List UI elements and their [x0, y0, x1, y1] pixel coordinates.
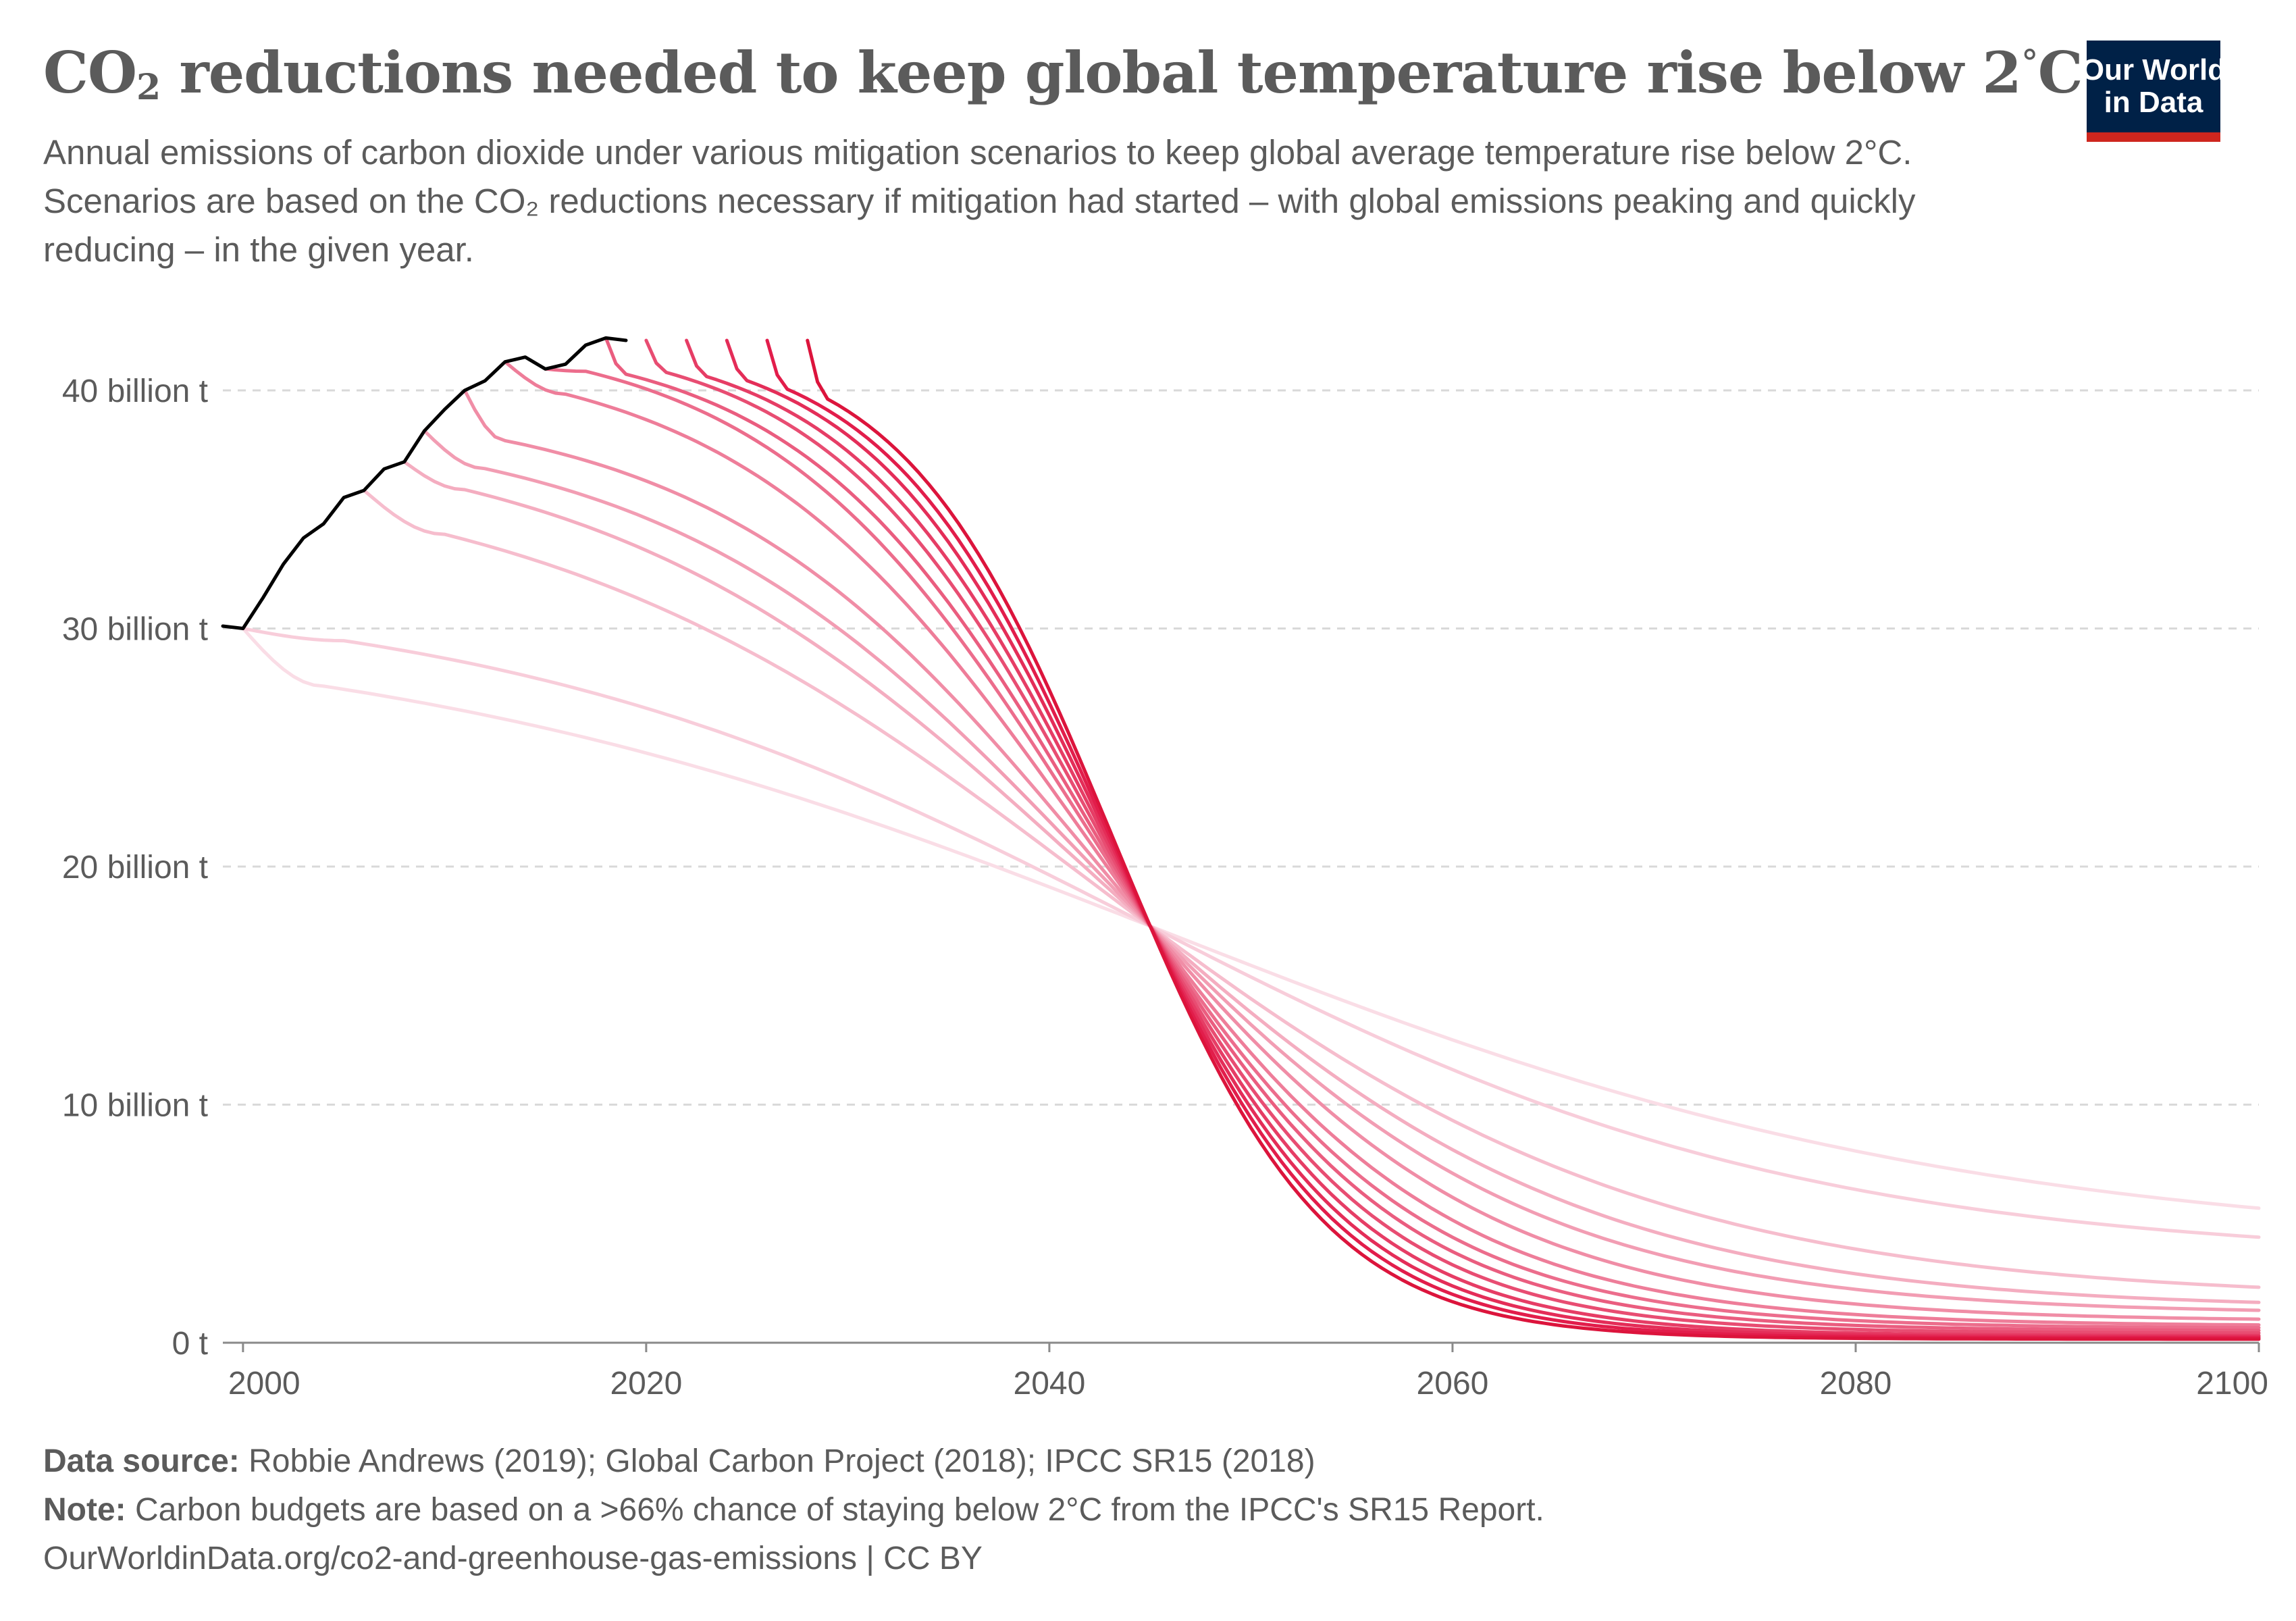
x-tick-label: 2060 [1417, 1366, 1489, 1401]
y-tick-label: 40 billion t [62, 374, 208, 409]
scenario-line-2009 [423, 429, 2261, 1312]
owid-logo[interactable]: Our World in Data [2081, 41, 2226, 142]
emissions-line-chart: 0 t 10 billion t 20 billion t 30 billion t 4… [62, 336, 2268, 1401]
data-source-text: Robbie Andrews (2019); Global Carbon Pro… [239, 1443, 1315, 1479]
x-tick-label: 2080 [1820, 1366, 1892, 1401]
data-source-line: Data source: Robbie Andrews (2019); Glob… [43, 1437, 1544, 1486]
historical-line [221, 336, 628, 630]
note-line: Note: Carbon budgets are based on a >66%… [43, 1486, 1544, 1535]
scenario-line-2015 [544, 367, 2261, 1330]
x-axis: 2000 2020 2040 2060 2080 2100 [223, 1341, 2268, 1401]
chart-title: CO2 reductions needed to keep global tem… [43, 39, 2083, 108]
y-tick-label: 30 billion t [62, 612, 208, 648]
chart-grid [223, 389, 2259, 1106]
data-source-label: Data source: [43, 1443, 240, 1479]
x-tick-label: 2040 [1014, 1366, 1086, 1401]
y-tick-label: 0 t [172, 1326, 208, 1362]
scenario-lines [241, 336, 2261, 1341]
scenario-line-2000 [241, 627, 2261, 1210]
scenario-line-2018 [604, 336, 2261, 1333]
scenario-line-2006 [362, 488, 2261, 1289]
scenario-line-2022 [685, 338, 2261, 1337]
scenario-line-2026 [765, 338, 2261, 1340]
chart-footer: Data source: Robbie Andrews (2019); Glob… [43, 1437, 1544, 1583]
historical-emissions-line [221, 336, 628, 630]
note-label: Note: [43, 1492, 126, 1528]
x-tick-label: 2000 [228, 1366, 301, 1401]
chart-subtitle: Annual emissions of carbon dioxide under… [43, 133, 1916, 269]
scenario-line-2000 [241, 627, 2261, 1239]
logo-line-2: in Data [2104, 86, 2203, 119]
y-axis-labels: 0 t 10 billion t 20 billion t 30 billion t 4… [62, 374, 208, 1362]
scenario-line-2011 [463, 388, 2261, 1321]
x-tick-label: 2100 [2196, 1366, 2268, 1401]
source-url-link[interactable]: OurWorldinData.org/co2-and-greenhouse-ga… [43, 1541, 983, 1576]
y-tick-label: 20 billion t [62, 850, 208, 885]
scenario-line-2024 [725, 338, 2261, 1339]
scenario-line-2013 [503, 360, 2261, 1327]
logo-line-1: Our World [2081, 53, 2226, 86]
y-tick-label: 10 billion t [62, 1088, 208, 1124]
scenario-line-2028 [806, 338, 2261, 1341]
x-tick-label: 2020 [610, 1366, 682, 1401]
scenario-line-2008 [402, 460, 2261, 1304]
note-text: Carbon budgets are based on a >66% chanc… [126, 1492, 1544, 1528]
scenario-line-2020 [644, 338, 2261, 1335]
